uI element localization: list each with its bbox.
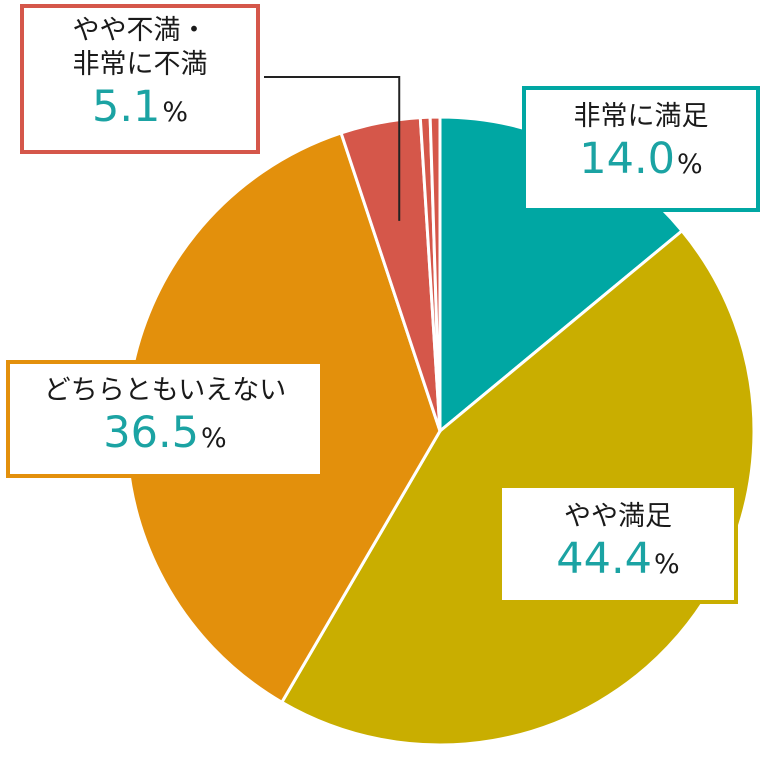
slice-value-somewhat-satisfied: 44.4 [556, 534, 653, 584]
callout-very-satisfied: 非常に満足 14.0% [522, 86, 760, 212]
percent-unit: % [162, 97, 189, 128]
percent-unit: % [677, 149, 703, 180]
slice-dissatisfied-part-3 [428, 115, 442, 433]
leader-line [264, 76, 401, 221]
callout-neutral: どちらともいえない 36.5% [6, 360, 324, 478]
slice-value-dissatisfied: 5.1 [91, 82, 161, 132]
callout-dissatisfied: やや不満・ 非常に不満 5.1% [20, 4, 260, 154]
callout-somewhat-satisfied: やや満足 44.4% [498, 484, 738, 604]
slice-label-neutral: どちらともいえない [43, 375, 287, 406]
slice-label-dissatisfied: やや不満・ 非常に不満 [72, 15, 208, 80]
slice-value-very-satisfied: 14.0 [579, 134, 676, 184]
percent-unit: % [201, 423, 227, 454]
percent-unit: % [654, 549, 680, 580]
slice-value-neutral: 36.5 [103, 408, 200, 458]
slice-label-very-satisfied: 非常に満足 [573, 101, 709, 132]
slice-label-somewhat-satisfied: やや満足 [564, 501, 672, 532]
